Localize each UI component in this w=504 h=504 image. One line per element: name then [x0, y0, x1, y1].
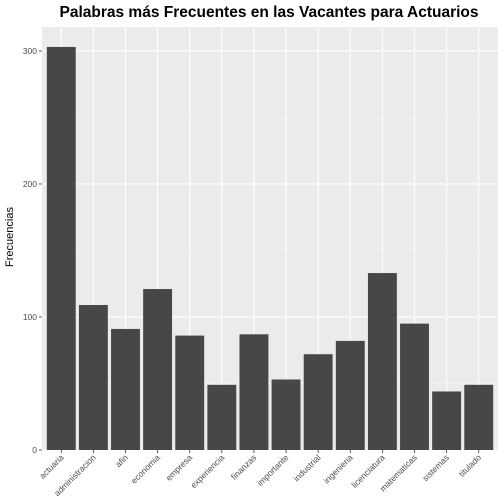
bar-importante — [271, 379, 301, 450]
bar-administracion — [78, 305, 108, 450]
bar-licenciatura — [367, 273, 397, 450]
y-tick-label: 100 — [23, 312, 37, 322]
x-tick-label: sistemas — [420, 452, 451, 483]
x-tick-label: importante — [255, 452, 291, 488]
bar-actuaria — [46, 46, 76, 451]
y-tick-label: 300 — [23, 46, 37, 56]
bar-sistemas — [432, 391, 462, 450]
y-tick-label: 200 — [23, 179, 37, 189]
x-tick-label: experiencia — [188, 452, 226, 490]
bar-ingenieria — [335, 340, 365, 450]
bar-empresa — [175, 335, 205, 450]
chart-title: Palabras más Frecuentes en las Vacantes … — [60, 4, 479, 21]
plot-panel — [42, 27, 498, 450]
x-tick-label: titulado — [457, 452, 484, 479]
bar-matematicas — [400, 323, 429, 450]
bar-finanzas — [239, 334, 269, 450]
bar-economia — [143, 289, 173, 450]
x-tick-label: ingenieria — [322, 452, 355, 485]
x-tick-label: economia — [129, 452, 162, 485]
x-tick-label: industrial — [291, 452, 322, 483]
x-tick-label: actuaria — [37, 452, 66, 481]
bar-experiencia — [207, 384, 237, 450]
x-tick-label: finanzas — [229, 452, 258, 481]
x-tick-label: empresa — [164, 452, 195, 483]
y-tick-label: 0 — [32, 445, 37, 455]
bar-industrial — [303, 354, 333, 450]
bar-titulado — [464, 384, 494, 450]
bars — [46, 46, 494, 451]
x-tick-label: afin — [113, 452, 130, 469]
bar-afin — [111, 328, 140, 450]
y-axis: 0 100 200 300 — [23, 46, 42, 455]
y-axis-label: Frecuencias — [4, 207, 16, 267]
